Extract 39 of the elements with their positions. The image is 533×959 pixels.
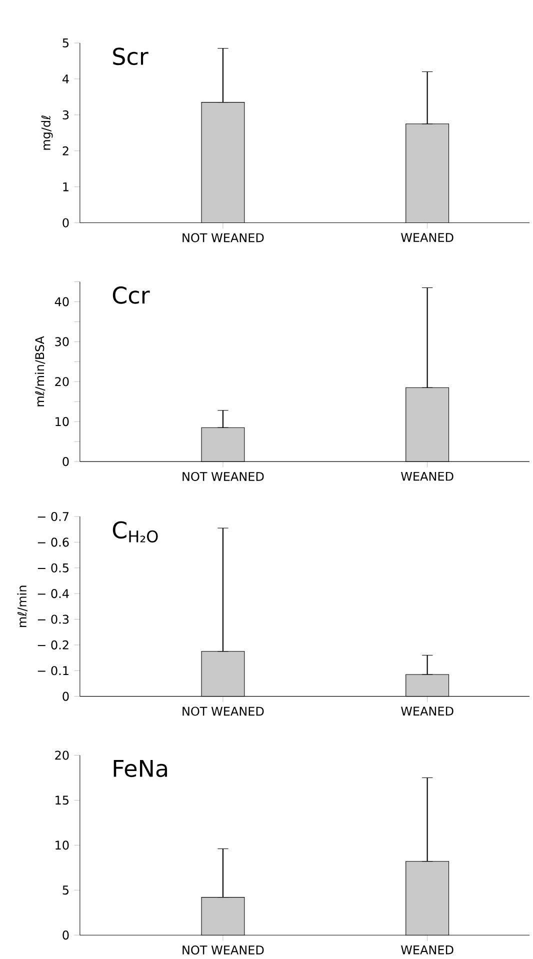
y-tick-label: 4 (62, 74, 69, 84)
chart-title: Ccr (112, 286, 150, 304)
y-tick-label: 10 (55, 417, 68, 426)
y-tick-label: 10 (55, 840, 68, 850)
y-tick-label: − 0.4 (38, 589, 69, 598)
x-tick-label: WEANED (400, 945, 454, 954)
x-tick-label: WEANED (400, 472, 454, 481)
y-tick-label: 0 (62, 457, 68, 466)
y-tick-label: 0 (62, 218, 68, 228)
y-axis-title: mℓ/min (17, 586, 28, 627)
x-tick-label: NOT WEANED (182, 945, 264, 955)
y-tick-label: − 0.5 (38, 563, 68, 572)
x-tick-label: WEANED (400, 233, 454, 242)
chart-title: C$_{H₂O}$ (112, 521, 158, 542)
y-tick-label: 1 (62, 182, 68, 192)
y-tick-label: 20 (54, 377, 68, 386)
y-tick-label: 0 (62, 930, 68, 940)
y-tick-label: − 0.1 (38, 666, 68, 676)
y-tick-label: 15 (55, 796, 68, 805)
y-axis-title: mg/dℓ (40, 116, 53, 150)
x-tick-label: NOT WEANED (182, 706, 264, 716)
x-tick-label: NOT WEANED (182, 472, 264, 482)
y-tick-label: 2 (62, 146, 68, 156)
y-axis-title: mℓ/min/BSA (34, 336, 45, 406)
y-tick-label: 30 (54, 337, 68, 346)
x-tick-label: WEANED (400, 706, 454, 716)
y-tick-label: 5 (62, 38, 68, 48)
x-tick-label: NOT WEANED (182, 233, 264, 242)
y-tick-label: 5 (62, 886, 68, 895)
y-tick-label: − 0.7 (38, 512, 68, 522)
y-tick-label: 0 (62, 692, 68, 701)
y-tick-label: − 0.3 (38, 614, 68, 624)
y-tick-label: 40 (54, 297, 68, 306)
y-tick-label: 20 (54, 750, 68, 760)
y-tick-label: − 0.6 (38, 538, 69, 547)
y-tick-label: − 0.2 (38, 640, 68, 650)
chart-title: FeNa (114, 760, 167, 778)
chart-title: Scr (112, 48, 148, 66)
y-tick-label: 3 (62, 110, 68, 120)
